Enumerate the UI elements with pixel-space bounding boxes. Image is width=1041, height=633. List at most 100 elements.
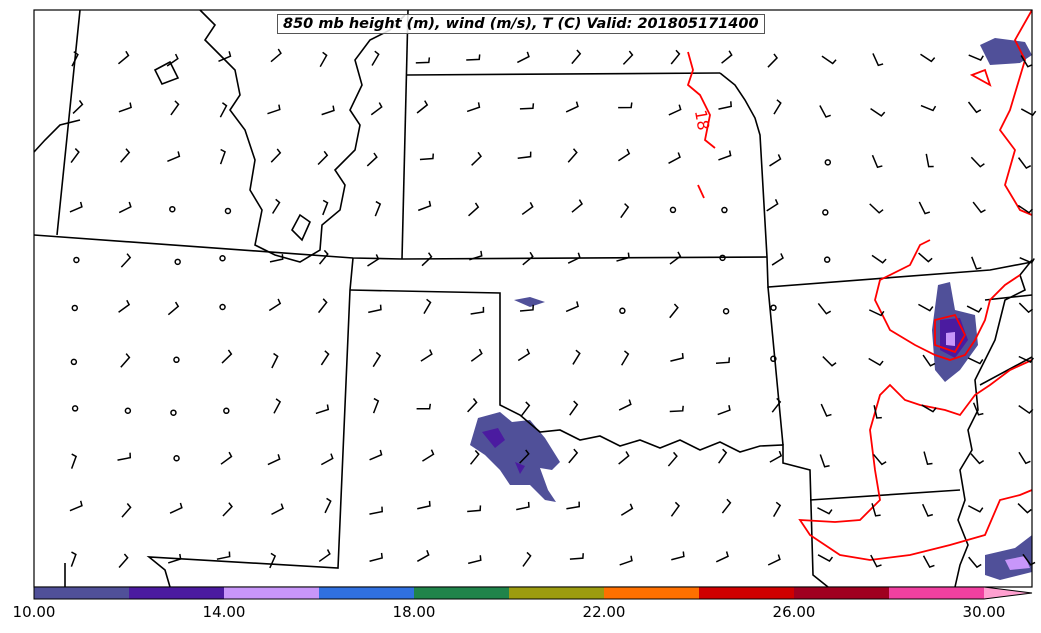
wind-barb [415,57,431,64]
wind-barb [868,357,884,366]
wind-barb [669,303,679,319]
wind-barb [120,253,132,268]
wind-barb [617,148,631,162]
wind-barb [572,349,581,365]
calm-wind-marker [124,407,132,414]
wind-barb [372,397,380,414]
calm-wind-marker [170,409,177,416]
wind-barb [670,49,681,65]
wind-barb [516,501,530,511]
calm-wind-marker [174,258,181,266]
wind-barb [870,554,882,568]
wind-barb [416,403,432,410]
wind-barb [565,101,579,113]
wind-barb [921,404,937,413]
wind-barb [1018,451,1031,465]
wind-barb [166,53,179,67]
wind-barb [568,448,579,464]
wind-barb [522,551,532,567]
calm-wind-marker [169,205,176,213]
wind-barb [669,405,684,413]
wind-barb [517,51,530,64]
wind-barb [467,398,478,413]
wind-barb [871,254,887,264]
wind-barb [170,100,180,116]
wind-barb [416,100,429,114]
wind-barb [120,353,131,368]
wind-barb [466,54,481,61]
wind-barb [620,503,634,516]
wind-barb [422,449,435,462]
wind-barb [873,405,882,419]
wind-barb [69,201,83,213]
wind-barb [222,502,233,517]
wind-barb [820,403,832,417]
calm-wind-marker [822,209,829,216]
wind-barb [416,549,430,562]
wind-barb [1018,404,1034,415]
colorbar-tick-label: 18.00 [392,603,436,621]
calm-wind-marker [770,304,777,311]
wind-barb [118,553,129,569]
wind-barb [968,556,982,569]
wind-barb [219,102,228,118]
wind-barb [121,503,132,518]
colorbar-extend-arrow [984,587,1032,599]
wind-barbs [69,48,1037,569]
calm-wind-marker [70,358,78,366]
calm-wind-marker [173,455,180,462]
wind-barb [69,500,83,512]
wind-barb [267,104,281,115]
wind-barb [922,555,935,569]
wind-barb [1017,157,1032,170]
calm-wind-marker [770,355,777,363]
colorbar-segment [129,587,225,599]
colorbar-tick-label: 14.00 [202,603,246,621]
wind-barb [369,449,383,461]
calm-wind-marker [224,207,232,215]
colorbar-segment [34,587,130,599]
wind-barb [117,452,132,461]
wind-barb [872,453,887,466]
wind-barb [967,357,984,365]
wind-barb [271,352,279,369]
wind-barb [267,454,281,466]
wind-barb [817,507,833,515]
wind-barb [967,101,982,114]
wind-barb [670,501,680,517]
wind-barb [571,199,583,213]
wind-barb [271,198,281,214]
wind-barb [270,148,282,163]
wind-barb [771,253,784,266]
wind-barb [322,199,329,216]
calm-wind-marker [219,255,226,262]
wind-barb [369,552,383,562]
wind-barb [367,254,380,267]
wind-barb [319,51,328,68]
wind-barb [871,503,881,517]
wind-barb [268,298,282,312]
wind-barb [273,398,282,414]
wind-barb [324,497,332,514]
colorbar-tick-label: 30.00 [962,603,1006,621]
wind-barb [669,251,682,265]
wind-barb [520,401,531,417]
wind-barb [721,50,733,64]
wind-barb [419,153,435,161]
wind-barb [467,555,482,565]
colorbar-segment [414,587,510,599]
wind-barb [668,104,682,116]
wind-barb [821,55,837,65]
colorbar-segment [509,587,605,599]
wind-barb [620,203,630,219]
wind-barb [968,54,984,62]
wind-barb [870,107,886,117]
wind-barb [920,104,937,112]
wind-barb [670,352,684,362]
wind-barb [771,397,782,413]
calm-wind-marker [719,254,726,262]
calm-wind-marker [619,307,626,315]
wind-barb [70,551,77,567]
wind-barb [118,299,131,313]
calm-wind-marker [824,159,832,166]
